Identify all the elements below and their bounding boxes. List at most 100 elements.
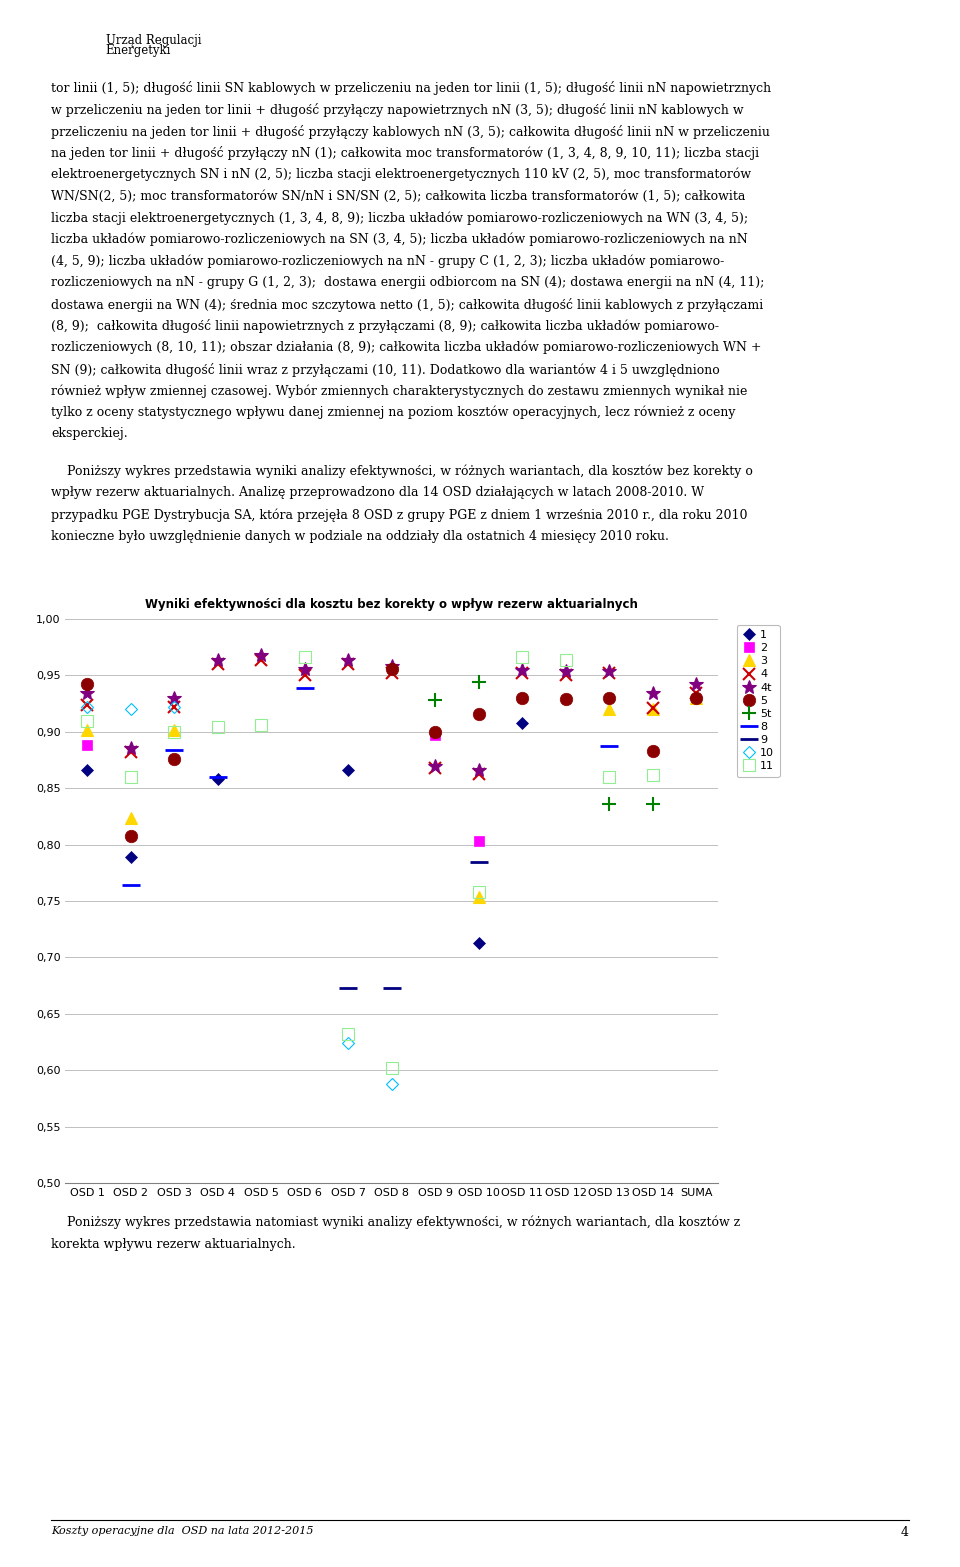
Text: liczba stacji elektroenergetycznych (1, 3, 4, 8, 9); liczba układów pomiarowo-ro: liczba stacji elektroenergetycznych (1, … [51,212,748,224]
10 [82,697,93,716]
2 [473,832,485,851]
Text: korekta wpływu rezerw aktuarialnych.: korekta wpływu rezerw aktuarialnych. [51,1238,296,1250]
Line: 11: 11 [82,652,659,1073]
Text: Poniższy wykres przedstawia wyniki analizy efektywności, w różnych wariantach, d: Poniższy wykres przedstawia wyniki anali… [51,465,753,478]
Text: Urząd Regulacji: Urząd Regulacji [106,34,201,47]
4t [386,657,397,675]
5 [690,688,702,707]
Text: tylko z oceny statystycznego wpływu danej zmiennej na poziom kosztów operacyjnyc: tylko z oceny statystycznego wpływu dane… [51,406,735,420]
2 [82,736,93,755]
Line: 4: 4 [81,653,703,780]
5 [516,688,528,707]
4 [168,697,180,716]
4t [473,760,485,779]
Text: WN/SN(2, 5); moc transformatorów SN/nN i SN/SN (2, 5); całkowita liczba transfor: WN/SN(2, 5); moc transformatorów SN/nN i… [51,190,745,202]
10 [168,697,180,716]
Text: na jeden tor linii + długość przyłączy nN (1); całkowita moc transformatorów (1,: na jeden tor linii + długość przyłączy n… [51,146,759,160]
11 [647,765,659,784]
Text: przypadku PGE Dystrybucja SA, która przejęła 8 OSD z grupy PGE z dniem 1 wrześni: przypadku PGE Dystrybucja SA, która prze… [51,508,748,522]
11 [386,1059,397,1078]
4 [82,696,93,715]
4 [516,664,528,683]
4 [473,765,485,784]
1 [212,769,224,788]
4 [212,655,224,674]
Text: liczba układów pomiarowo-rozliczeniowych na SN (3, 4, 5); liczba układów pomiaro: liczba układów pomiarowo-rozliczeniowych… [51,233,748,246]
5t [647,794,659,813]
4 [690,685,702,704]
11 [125,768,136,787]
4 [255,650,267,669]
4t [690,675,702,694]
4t [82,685,93,704]
Line: 5t: 5t [428,675,660,812]
8 [299,679,310,697]
Line: 8: 8 [122,679,618,895]
8 [212,768,224,787]
8 [125,876,136,895]
5t [429,691,441,710]
4t [125,738,136,757]
9 [473,852,485,871]
4t [255,646,267,664]
Text: 4: 4 [901,1526,909,1539]
Line: 9: 9 [339,852,488,997]
4t [299,660,310,679]
Text: eksperckiej.: eksperckiej. [51,428,128,440]
9 [386,978,397,997]
1 [516,713,528,732]
4t [516,660,528,679]
Line: 3: 3 [82,693,702,903]
2 [429,726,441,744]
3 [168,721,180,740]
11 [516,647,528,666]
5t [604,794,615,813]
4 [299,666,310,685]
4 [125,743,136,762]
Legend: 1, 2, 3, 4, 4t, 5, 5t, 8, 9, 10, 11: 1, 2, 3, 4, 4t, 5, 5t, 8, 9, 10, 11 [736,625,780,777]
Text: (4, 5, 9); liczba układów pomiarowo-rozliczeniowych na nN - grupy C (1, 2, 3); l: (4, 5, 9); liczba układów pomiarowo-rozl… [51,254,724,268]
Text: wpływ rezerw aktuarialnych. Analizę przeprowadzono dla 14 OSD działających w lat: wpływ rezerw aktuarialnych. Analizę prze… [51,486,704,500]
Text: rozliczeniowych (8, 10, 11); obszar działania (8, 9); całkowita liczba układów p: rozliczeniowych (8, 10, 11); obszar dzia… [51,342,761,354]
Line: 4t: 4t [80,649,704,777]
Line: 5: 5 [81,663,703,841]
Text: rozliczeniowych na nN - grupy G (1, 2, 3);  dostawa energii odbiorcom na SN (4);: rozliczeniowych na nN - grupy G (1, 2, 3… [51,276,764,288]
1 [473,934,485,953]
4 [386,664,397,683]
4t [604,661,615,680]
Line: 2: 2 [83,730,484,846]
10 [125,700,136,719]
Text: przeliczeniu na jeden tor linii + długość przyłączy kablowych nN (3, 5); całkowi: przeliczeniu na jeden tor linii + długoś… [51,125,770,139]
5 [604,688,615,707]
3 [125,809,136,827]
4 [560,666,571,685]
4t [560,661,571,680]
Title: Wyniki efektywności dla kosztu bez korekty o wpływ rezerw aktuarialnych: Wyniki efektywności dla kosztu bez korek… [145,599,638,611]
11 [255,716,267,735]
9 [343,978,354,997]
11 [473,882,485,901]
4 [647,699,659,718]
3 [604,700,615,719]
Text: Koszty operacyjne dla  OSD na lata 2012-2015: Koszty operacyjne dla OSD na lata 2012-2… [51,1526,313,1536]
Text: SN (9); całkowita długość linii wraz z przyłączami (10, 11). Dodatkowo dla waria: SN (9); całkowita długość linii wraz z p… [51,362,720,376]
Text: dostawa energii na WN (4); średnia moc szczytowa netto (1, 5); całkowita długość: dostawa energii na WN (4); średnia moc s… [51,298,763,312]
1 [125,848,136,867]
10 [386,1075,397,1094]
Line: 10: 10 [83,704,396,1087]
5 [168,749,180,768]
11 [299,647,310,666]
5 [647,741,659,760]
5 [386,660,397,679]
3 [647,700,659,719]
8 [168,741,180,760]
Text: konieczne było uwzględnienie danych w podziale na oddziały dla ostatnich 4 miesi: konieczne było uwzględnienie danych w po… [51,530,669,542]
11 [604,768,615,787]
Text: (8, 9);  całkowita długość linii napowietrznych z przyłączami (8, 9); całkowita : (8, 9); całkowita długość linii napowiet… [51,320,719,334]
1 [82,760,93,779]
Line: 1: 1 [83,719,526,946]
4 [343,655,354,674]
4 [604,664,615,683]
3 [473,887,485,906]
Text: tor linii (1, 5); długość linii SN kablowych w przeliczeniu na jeden tor linii (: tor linii (1, 5); długość linii SN kablo… [51,81,771,96]
